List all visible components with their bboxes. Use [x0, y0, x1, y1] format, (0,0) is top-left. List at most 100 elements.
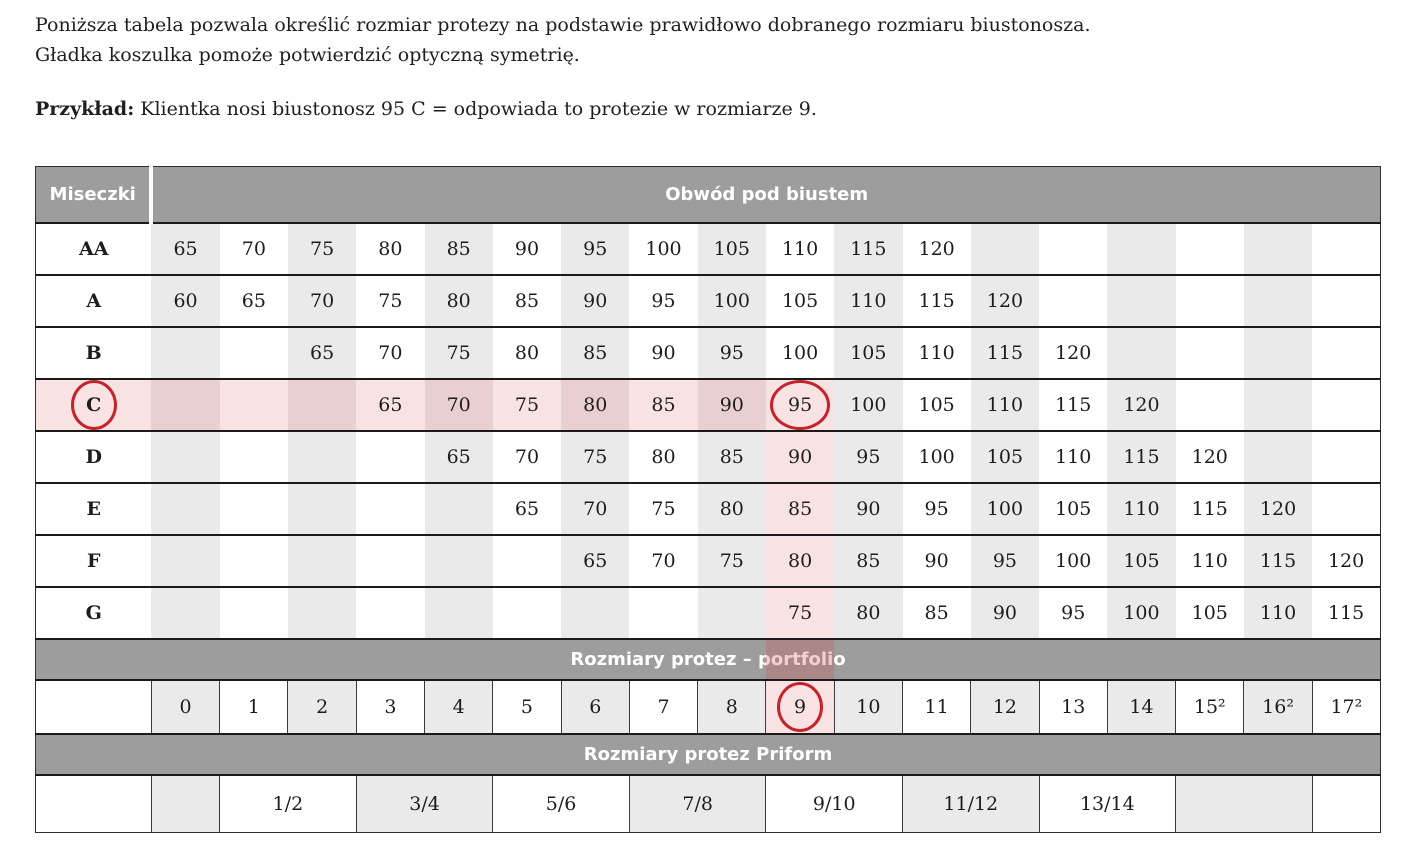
- example-line: Przykład: Klientka nosi biustonosz 95 C …: [35, 97, 1381, 121]
- band-cell-E-col6: 65: [492, 483, 562, 536]
- intro-line-2: Gładka koszulka pomoże potwierdzić optyc…: [35, 44, 580, 66]
- band-cell-C-col15: 120: [1107, 379, 1176, 432]
- band-cell-G-col17: 110: [1243, 587, 1313, 640]
- band-cell-A-col13: 120: [970, 275, 1040, 328]
- band-cell-AA-col9: 105: [697, 223, 766, 276]
- band-cell-D-col8: 80: [629, 431, 698, 484]
- priform-header-cell: Rozmiary protez Priform: [35, 733, 1381, 776]
- band-cell-A-col2: 65: [219, 275, 288, 328]
- size-cell-10: 10: [833, 680, 903, 735]
- band-cell-G-col6: [492, 587, 562, 640]
- cup-label-F: F: [35, 535, 152, 588]
- band-cell-B-col14: 120: [1039, 327, 1108, 380]
- priform-cell-blank-9: [1175, 775, 1313, 833]
- band-cell-G-col7: [561, 587, 630, 640]
- band-cell-A-col7: 90: [561, 275, 630, 328]
- band-cell-B-col2: [219, 327, 288, 380]
- band-cell-E-col14: 105: [1039, 483, 1108, 536]
- band-cell-B-col18: [1312, 327, 1381, 380]
- band-cell-C-col10: 95: [765, 379, 835, 432]
- band-cell-A-col8: 95: [629, 275, 698, 328]
- red-circle-annotation: [770, 380, 831, 429]
- band-cell-C-col8: 85: [629, 379, 698, 432]
- band-cell-A-col15: [1107, 275, 1176, 328]
- cup-row-B: B 65 70 75 80 85 90 95 100 105 110 115 120: [35, 327, 1381, 380]
- band-cell-C-col1: [151, 379, 220, 432]
- band-cell-F-col14: 100: [1039, 535, 1108, 588]
- band-cell-G-col8: [629, 587, 698, 640]
- band-cell-A-col10: 105: [765, 275, 835, 328]
- band-cell-B-col13: 115: [970, 327, 1040, 380]
- band-cell-G-col14: 95: [1039, 587, 1108, 640]
- priform-cell-9/10: 9/10: [765, 775, 903, 833]
- band-cell-A-col4: 75: [356, 275, 425, 328]
- band-cell-AA-col18: [1312, 223, 1381, 276]
- portfolio-header-cell: Rozmiary protez – portfolio: [35, 638, 1381, 681]
- band-cell-AA-col8: 100: [629, 223, 698, 276]
- band-cell-D-col14: 110: [1039, 431, 1108, 484]
- band-cell-B-col10: 100: [765, 327, 835, 380]
- size-cell-3: 3: [355, 680, 425, 735]
- size-cell-14: 14: [1106, 680, 1176, 735]
- band-cell-E-col1: [151, 483, 220, 536]
- cup-label-D: D: [35, 431, 152, 484]
- band-cell-E-col17: 120: [1243, 483, 1313, 536]
- priform-cell-blank-0: [35, 775, 152, 833]
- size-cell-11: 11: [901, 680, 971, 735]
- priform-cell-11/12: 11/12: [902, 775, 1040, 833]
- size-cell-16²: 16²: [1243, 680, 1313, 735]
- band-cell-AA-col13: [970, 223, 1040, 276]
- band-cell-E-col13: 100: [970, 483, 1040, 536]
- band-cell-D-col12: 100: [902, 431, 971, 484]
- band-cell-C-col18: [1312, 379, 1381, 432]
- band-cell-F-col5: [424, 535, 493, 588]
- priform-cell-blank-1: [150, 775, 220, 833]
- size-cell-6: 6: [560, 680, 630, 735]
- band-cell-C-col3: [287, 379, 357, 432]
- cup-label-C: C: [35, 379, 152, 432]
- band-cell-G-col13: 90: [970, 587, 1040, 640]
- cup-label-A: A: [35, 275, 152, 328]
- band-cell-C-col14: 115: [1039, 379, 1108, 432]
- priform-header-label: Rozmiary protez Priform: [583, 744, 833, 765]
- band-cell-AA-col14: [1039, 223, 1108, 276]
- size-cell-blank: [35, 680, 152, 735]
- band-cell-AA-col4: 80: [356, 223, 425, 276]
- band-cell-G-col11: 80: [834, 587, 903, 640]
- band-cell-F-col1: [151, 535, 220, 588]
- band-cell-D-col5: 65: [424, 431, 493, 484]
- band-cell-F-col8: 70: [629, 535, 698, 588]
- band-cell-F-col17: 115: [1243, 535, 1313, 588]
- band-cell-E-col2: [219, 483, 288, 536]
- band-cell-E-col4: [356, 483, 425, 536]
- band-cell-D-col10: 90: [765, 431, 835, 484]
- prosthesis-size-row: 0 1 2 3 4 5 6 7 8 9 10 11 12 13 14 15² 16² 17²: [35, 680, 1381, 735]
- band-cell-D-col17: [1243, 431, 1313, 484]
- band-cell-D-col6: 70: [492, 431, 562, 484]
- size-cell-12: 12: [970, 680, 1040, 735]
- intro-text: Poniższa tabela pozwala określić rozmiar…: [35, 10, 1381, 70]
- priform-cell-7/8: 7/8: [628, 775, 766, 833]
- band-cell-G-col12: 85: [902, 587, 971, 640]
- band-cell-G-col5: [424, 587, 493, 640]
- portfolio-header-label: Rozmiary protez – portfolio: [570, 649, 846, 670]
- size-cell-7: 7: [628, 680, 698, 735]
- band-cell-A-col11: 110: [834, 275, 903, 328]
- size-cell-5: 5: [492, 680, 562, 735]
- cup-row-F: F 65 70 75 80 85 90 95 100 105 110 115 120: [35, 535, 1381, 588]
- band-cell-B-col17: [1243, 327, 1313, 380]
- band-cell-AA-col15: [1107, 223, 1176, 276]
- cup-label-G: G: [35, 587, 152, 640]
- priform-header-row: Rozmiary protez Priform: [35, 733, 1381, 776]
- band-cell-F-col15: 105: [1107, 535, 1176, 588]
- band-cell-D-col2: [219, 431, 288, 484]
- cup-row-A: A 60 65 70 75 80 85 90 95 100 105 110 115 120: [35, 275, 1381, 328]
- band-cell-F-col10: 80: [765, 535, 835, 588]
- band-cell-AA-col10: 110: [765, 223, 835, 276]
- portfolio-header-row: Rozmiary protez – portfolio: [35, 638, 1381, 681]
- band-cell-AA-col12: 120: [902, 223, 971, 276]
- band-cell-F-col18: 120: [1312, 535, 1381, 588]
- band-cell-C-col13: 110: [970, 379, 1040, 432]
- cup-row-D: D 65 70 75 80 85 90 95 100 105 110 115 120: [35, 431, 1381, 484]
- band-cell-A-col12: 115: [902, 275, 971, 328]
